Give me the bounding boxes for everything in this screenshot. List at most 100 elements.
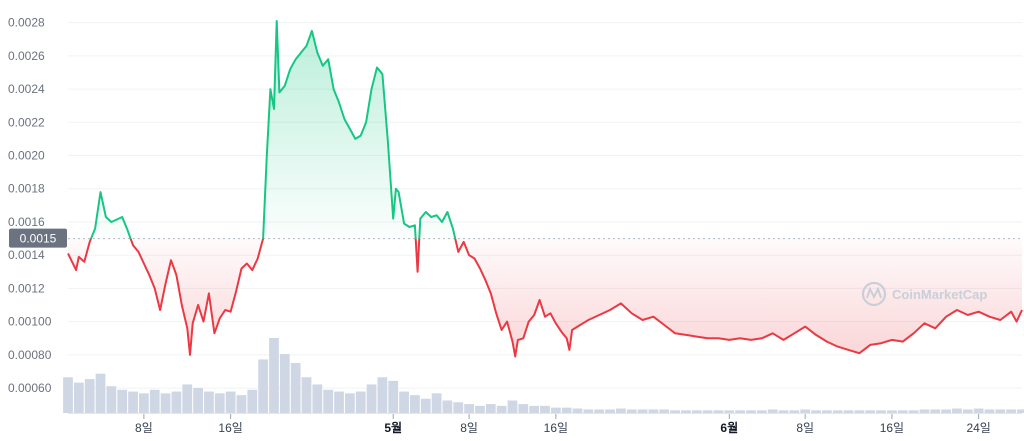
data-point[interactable] <box>445 210 449 214</box>
data-point[interactable] <box>265 154 269 158</box>
data-point[interactable] <box>131 243 135 247</box>
data-point[interactable] <box>548 311 552 315</box>
data-point[interactable] <box>695 335 699 339</box>
data-point[interactable] <box>727 338 731 342</box>
data-point[interactable] <box>511 340 515 344</box>
data-point[interactable] <box>706 336 710 340</box>
data-point[interactable] <box>153 286 157 290</box>
data-point[interactable] <box>814 333 818 337</box>
data-point[interactable] <box>630 311 634 315</box>
data-point[interactable] <box>364 120 368 124</box>
data-point[interactable] <box>483 278 487 282</box>
data-point[interactable] <box>218 316 222 320</box>
data-point[interactable] <box>912 331 916 335</box>
data-point[interactable] <box>299 51 303 55</box>
data-point[interactable] <box>955 308 959 312</box>
data-point[interactable] <box>662 323 666 327</box>
data-point[interactable] <box>782 338 786 342</box>
data-point[interactable] <box>489 291 493 295</box>
data-point[interactable] <box>879 341 883 345</box>
data-point[interactable] <box>240 267 244 271</box>
data-point[interactable] <box>250 268 254 272</box>
data-point[interactable] <box>803 325 807 329</box>
data-point[interactable] <box>196 303 200 307</box>
data-point[interactable] <box>375 66 379 70</box>
data-point[interactable] <box>462 240 466 244</box>
data-point[interactable] <box>521 336 525 340</box>
data-point[interactable] <box>88 240 92 244</box>
data-point[interactable] <box>74 268 78 272</box>
data-point[interactable] <box>283 84 287 88</box>
data-point[interactable] <box>673 331 677 335</box>
data-point[interactable] <box>516 338 520 342</box>
data-point[interactable] <box>922 321 926 325</box>
data-point[interactable] <box>315 51 319 55</box>
data-point[interactable] <box>570 328 574 332</box>
data-point[interactable] <box>353 137 357 141</box>
data-point[interactable] <box>359 134 363 138</box>
data-point[interactable] <box>223 308 227 312</box>
data-point[interactable] <box>586 318 590 322</box>
data-point[interactable] <box>966 313 970 317</box>
data-point[interactable] <box>760 336 764 340</box>
data-point[interactable] <box>738 336 742 340</box>
data-point[interactable] <box>988 315 992 319</box>
data-point[interactable] <box>268 87 272 91</box>
data-point[interactable] <box>597 313 601 317</box>
data-point[interactable] <box>394 187 398 191</box>
data-point[interactable] <box>494 311 498 315</box>
data-point[interactable] <box>380 72 384 76</box>
data-point[interactable] <box>326 57 330 61</box>
data-point[interactable] <box>619 301 623 305</box>
data-point[interactable] <box>429 215 433 219</box>
data-point[interactable] <box>408 225 412 229</box>
data-point[interactable] <box>370 87 374 91</box>
data-point[interactable] <box>294 57 298 61</box>
data-point[interactable] <box>424 210 428 214</box>
data-point[interactable] <box>451 227 455 231</box>
data-point[interactable] <box>261 237 265 241</box>
data-point[interactable] <box>275 19 279 23</box>
data-point[interactable] <box>142 262 146 266</box>
data-point[interactable] <box>559 330 563 334</box>
data-point[interactable] <box>581 321 585 325</box>
data-point[interactable] <box>857 351 861 355</box>
data-point[interactable] <box>532 313 536 317</box>
data-point[interactable] <box>554 321 558 325</box>
data-point[interactable] <box>104 215 108 219</box>
data-point[interactable] <box>305 44 309 48</box>
data-point[interactable] <box>998 318 1002 322</box>
data-point[interactable] <box>416 270 420 274</box>
data-point[interactable] <box>565 336 569 340</box>
data-point[interactable] <box>1009 310 1013 314</box>
data-point[interactable] <box>245 262 249 266</box>
data-point[interactable] <box>792 331 796 335</box>
data-point[interactable] <box>93 227 97 231</box>
data-point[interactable] <box>684 333 688 337</box>
data-point[interactable] <box>277 90 281 94</box>
data-point[interactable] <box>402 222 406 226</box>
data-point[interactable] <box>901 340 905 344</box>
data-point[interactable] <box>310 29 314 33</box>
data-point[interactable] <box>825 340 829 344</box>
data-point[interactable] <box>413 223 417 227</box>
data-point[interactable] <box>77 255 81 259</box>
data-point[interactable] <box>478 267 482 271</box>
data-point[interactable] <box>147 273 151 277</box>
data-point[interactable] <box>771 331 775 335</box>
data-point[interactable] <box>109 220 113 224</box>
data-point[interactable] <box>513 355 517 359</box>
data-point[interactable] <box>505 320 509 324</box>
data-point[interactable] <box>847 348 851 352</box>
data-point[interactable] <box>348 127 352 131</box>
data-point[interactable] <box>180 303 184 307</box>
data-point[interactable] <box>418 217 422 221</box>
data-point[interactable] <box>651 315 655 319</box>
data-point[interactable] <box>527 320 531 324</box>
data-point[interactable] <box>191 321 195 325</box>
data-point[interactable] <box>1015 320 1019 324</box>
data-point[interactable] <box>749 338 753 342</box>
data-point[interactable] <box>944 315 948 319</box>
